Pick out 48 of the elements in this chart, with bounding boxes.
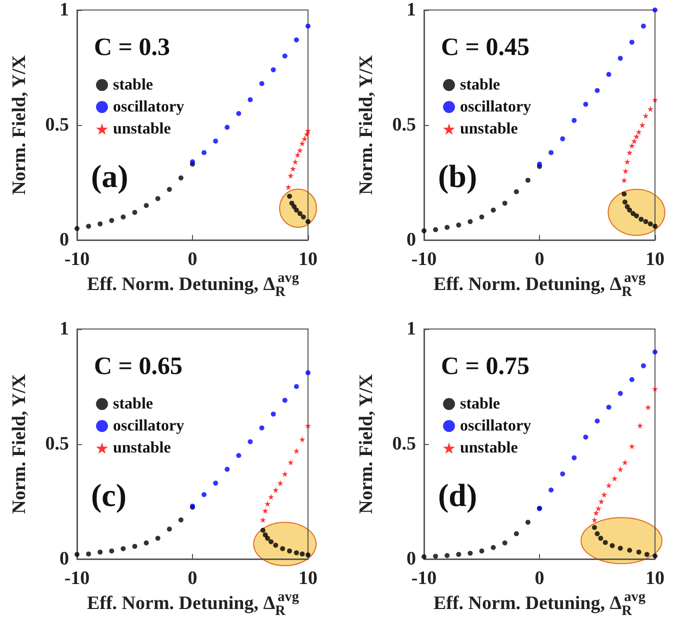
x-tick-label: -10 [410, 249, 436, 270]
legend-label: stable [460, 396, 500, 412]
x-tick-label: 10 [298, 249, 318, 270]
x-tick-label: 0 [188, 249, 198, 270]
x-tick-label: 0 [534, 568, 544, 589]
annotation: (d) [438, 477, 477, 513]
text: C = 0.75 [440, 353, 530, 380]
y-axis-title: Norm. Field, Y/X [9, 374, 30, 514]
x-tick-label: 10 [645, 249, 664, 270]
x-tick-label: -10 [64, 568, 90, 589]
x-tick-label: -10 [410, 568, 436, 589]
legend-label: oscillatory [460, 98, 531, 116]
x-tick-label: 10 [645, 568, 664, 589]
annotation: (b) [438, 158, 477, 194]
annotation: (a) [91, 158, 128, 194]
x-tick-label: 0 [188, 568, 198, 589]
legend-label: stable [460, 76, 500, 94]
text: C = 0.45 [440, 34, 530, 61]
x-tick-label: 0 [534, 249, 544, 270]
legend-label: stable [113, 76, 153, 94]
y-tick-label: 1 [60, 0, 69, 20]
legend-label: oscillatory [460, 418, 531, 434]
legend-label: unstable [460, 440, 518, 456]
y-tick-label: 0.5 [392, 114, 416, 136]
y-axis-title: Norm. Field, Y/X [356, 374, 376, 514]
y-tick-label: 0.5 [392, 434, 416, 454]
y-tick-label: 0 [60, 230, 69, 250]
annotation: (c) [91, 477, 127, 513]
text: C = 0.3 [94, 34, 170, 61]
legend-label: oscillatory [113, 418, 184, 434]
y-tick-label: 0.5 [45, 114, 69, 136]
text: C = 0.65 [94, 353, 183, 380]
y-tick-label: 1 [60, 318, 69, 340]
y-tick-label: 0 [406, 230, 416, 250]
legend-label: unstable [113, 440, 171, 456]
x-tick-label: 10 [298, 568, 318, 589]
y-tick-label: 0.5 [45, 434, 69, 454]
x-tick-label: -10 [64, 249, 90, 270]
y-axis-title: Norm. Field, Y/X [356, 54, 376, 195]
y-tick-label: 0 [406, 548, 416, 570]
y-tick-label: 1 [406, 0, 416, 20]
y-tick-label: 1 [406, 318, 416, 340]
legend-label: oscillatory [113, 98, 184, 116]
y-axis-title: Norm. Field, Y/X [9, 54, 30, 195]
y-tick-label: 0 [60, 548, 69, 570]
legend-label: unstable [460, 120, 518, 138]
legend-label: stable [113, 396, 153, 412]
legend-label: unstable [113, 120, 171, 138]
